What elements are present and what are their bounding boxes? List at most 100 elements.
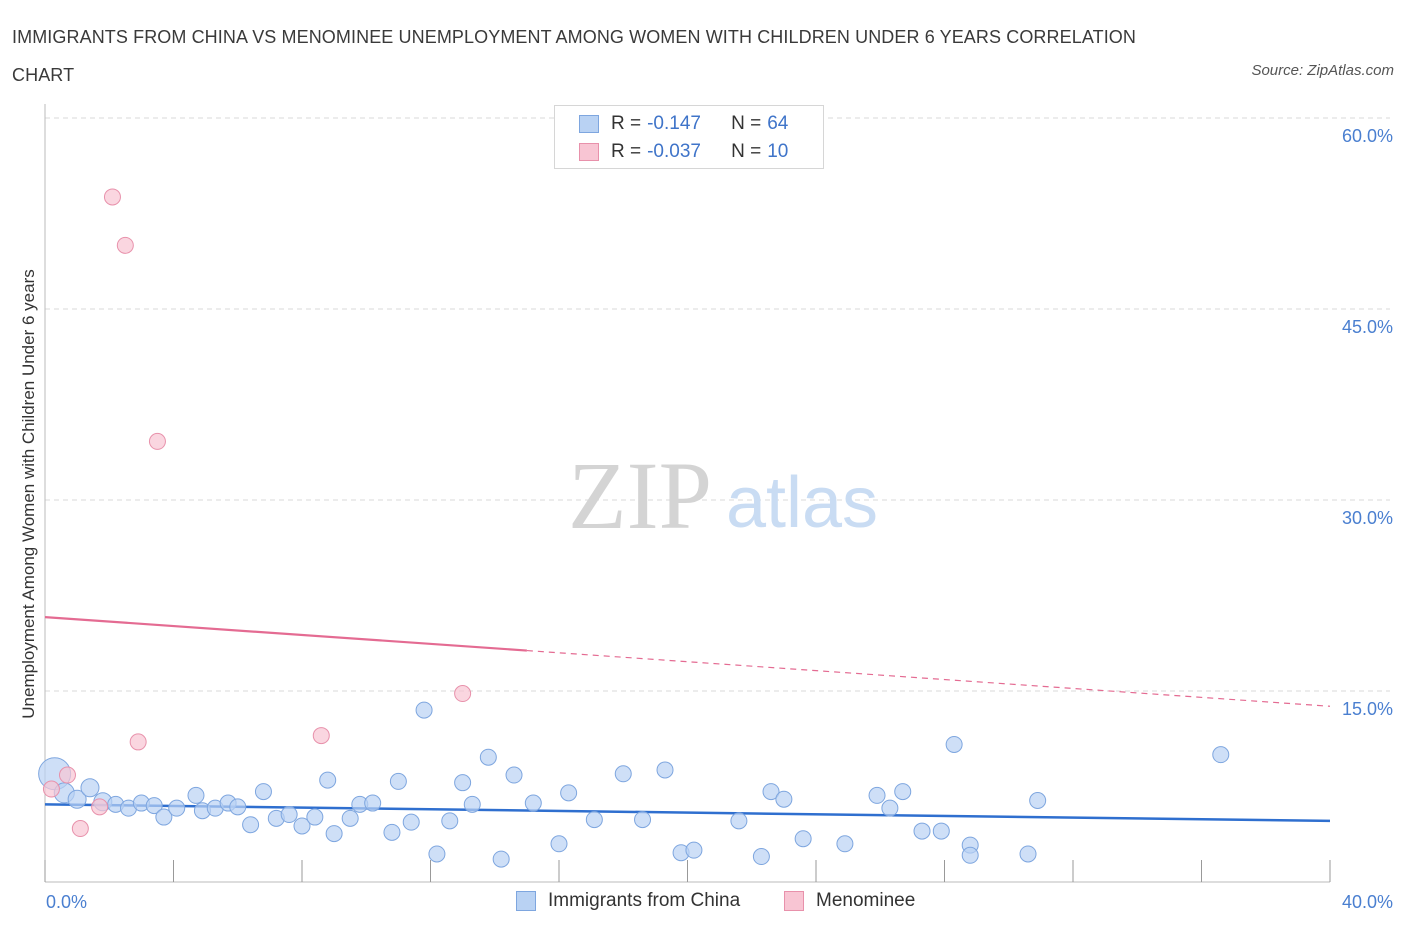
menominee-point <box>91 798 109 816</box>
menominee-legend-swatch <box>784 891 804 911</box>
n-value-menominee: 10 <box>767 141 789 162</box>
y-tick-label: 15.0% <box>1342 699 1393 719</box>
r-label: R = <box>611 113 642 134</box>
data-points <box>38 188 1230 868</box>
trend-line-menominee-extended <box>526 649 1331 707</box>
menominee-swatch <box>579 143 599 161</box>
china-point <box>524 794 542 812</box>
trend-line-china <box>44 803 1331 823</box>
china-point <box>752 848 770 866</box>
watermark: ZIP atlas <box>568 442 878 549</box>
china-point <box>389 772 407 790</box>
china-point <box>868 786 886 804</box>
menominee-point <box>42 780 60 798</box>
legend-label-menominee: Menominee <box>816 890 916 911</box>
legend-item-menominee[interactable]: Menominee <box>784 890 915 912</box>
y-tick-label: 60.0% <box>1342 126 1393 146</box>
china-point <box>550 835 568 853</box>
china-point <box>894 783 912 801</box>
china-point <box>187 786 205 804</box>
y-tick-label: 30.0% <box>1342 508 1393 528</box>
correlation-legend: R = -0.147 N = 64 R = -0.037 N = 10 <box>554 105 824 169</box>
china-point <box>402 813 420 831</box>
series-legend: Immigrants from China Menominee <box>0 890 1406 914</box>
menominee-point <box>312 727 330 745</box>
r-label: R = <box>611 141 642 162</box>
chart-title: IMMIGRANTS FROM CHINA VS MENOMINEE UNEMP… <box>12 27 1137 85</box>
axes <box>44 104 1331 883</box>
menominee-point <box>103 188 121 206</box>
china-point <box>492 850 510 868</box>
china-point <box>383 823 401 841</box>
r-value-menominee: -0.037 <box>647 141 701 162</box>
china-point <box>67 789 87 809</box>
china-point <box>932 822 950 840</box>
china-point <box>145 797 163 815</box>
china-point <box>730 812 748 830</box>
china-point <box>1019 845 1037 863</box>
china-point <box>505 766 523 784</box>
watermark-atlas: atlas <box>726 463 878 543</box>
china-point <box>656 761 674 779</box>
china-point <box>685 841 703 859</box>
china-legend-swatch <box>516 891 536 911</box>
legend-row-menominee: R = -0.037 N = 10 <box>579 140 788 164</box>
china-point <box>280 806 298 824</box>
china-point <box>306 808 324 826</box>
china-point <box>1029 792 1047 810</box>
x-tick-labels: 0.0% 40.0% <box>46 892 1393 912</box>
n-value-china: 64 <box>767 113 789 134</box>
china-point <box>479 748 497 766</box>
source-credit: Source: ZipAtlas.com <box>1251 62 1394 79</box>
china-point <box>155 808 173 826</box>
china-point <box>293 817 311 835</box>
china-point <box>325 825 343 843</box>
china-point <box>463 795 481 813</box>
china-point <box>794 830 812 848</box>
menominee-point <box>116 236 134 254</box>
legend-label-china: Immigrants from China <box>548 890 741 911</box>
china-point <box>585 811 603 829</box>
china-point <box>229 798 247 816</box>
x-tick-label-max: 40.0% <box>1342 892 1393 912</box>
china-point <box>441 812 459 830</box>
china-point <box>836 835 854 853</box>
trend-lines <box>44 616 1331 823</box>
menominee-point <box>71 820 89 838</box>
china-point <box>614 765 632 783</box>
china-point <box>80 778 100 798</box>
china-point <box>881 799 899 817</box>
china-point <box>428 845 446 863</box>
n-label: N = <box>731 113 762 134</box>
r-value-china: -0.147 <box>647 113 701 134</box>
china-point <box>242 816 260 834</box>
china-point <box>961 846 979 864</box>
china-point <box>341 809 359 827</box>
china-point <box>634 811 652 829</box>
menominee-point <box>58 766 76 784</box>
china-swatch <box>579 115 599 133</box>
legend-row-china: R = -0.147 N = 64 <box>579 112 788 136</box>
china-point <box>775 790 793 808</box>
n-label: N = <box>731 141 762 162</box>
x-tick-label-min: 0.0% <box>46 892 87 912</box>
grid-lines <box>45 117 1390 692</box>
china-point <box>560 784 578 802</box>
china-point <box>254 783 272 801</box>
menominee-point <box>148 432 166 450</box>
china-point <box>1212 746 1230 764</box>
y-axis-label: Unemployment Among Women with Children U… <box>19 269 38 718</box>
china-point <box>945 735 963 753</box>
menominee-point <box>129 733 147 751</box>
china-point <box>913 822 931 840</box>
china-point <box>415 701 433 719</box>
china-point <box>168 799 186 817</box>
china-point <box>762 783 780 801</box>
y-tick-labels: 15.0% 30.0% 45.0% 60.0% <box>1342 126 1393 719</box>
china-point <box>454 774 472 792</box>
legend-item-china[interactable]: Immigrants from China <box>516 890 740 912</box>
menominee-point <box>454 685 472 703</box>
china-point <box>319 771 337 789</box>
watermark-zip: ZIP <box>568 442 712 549</box>
